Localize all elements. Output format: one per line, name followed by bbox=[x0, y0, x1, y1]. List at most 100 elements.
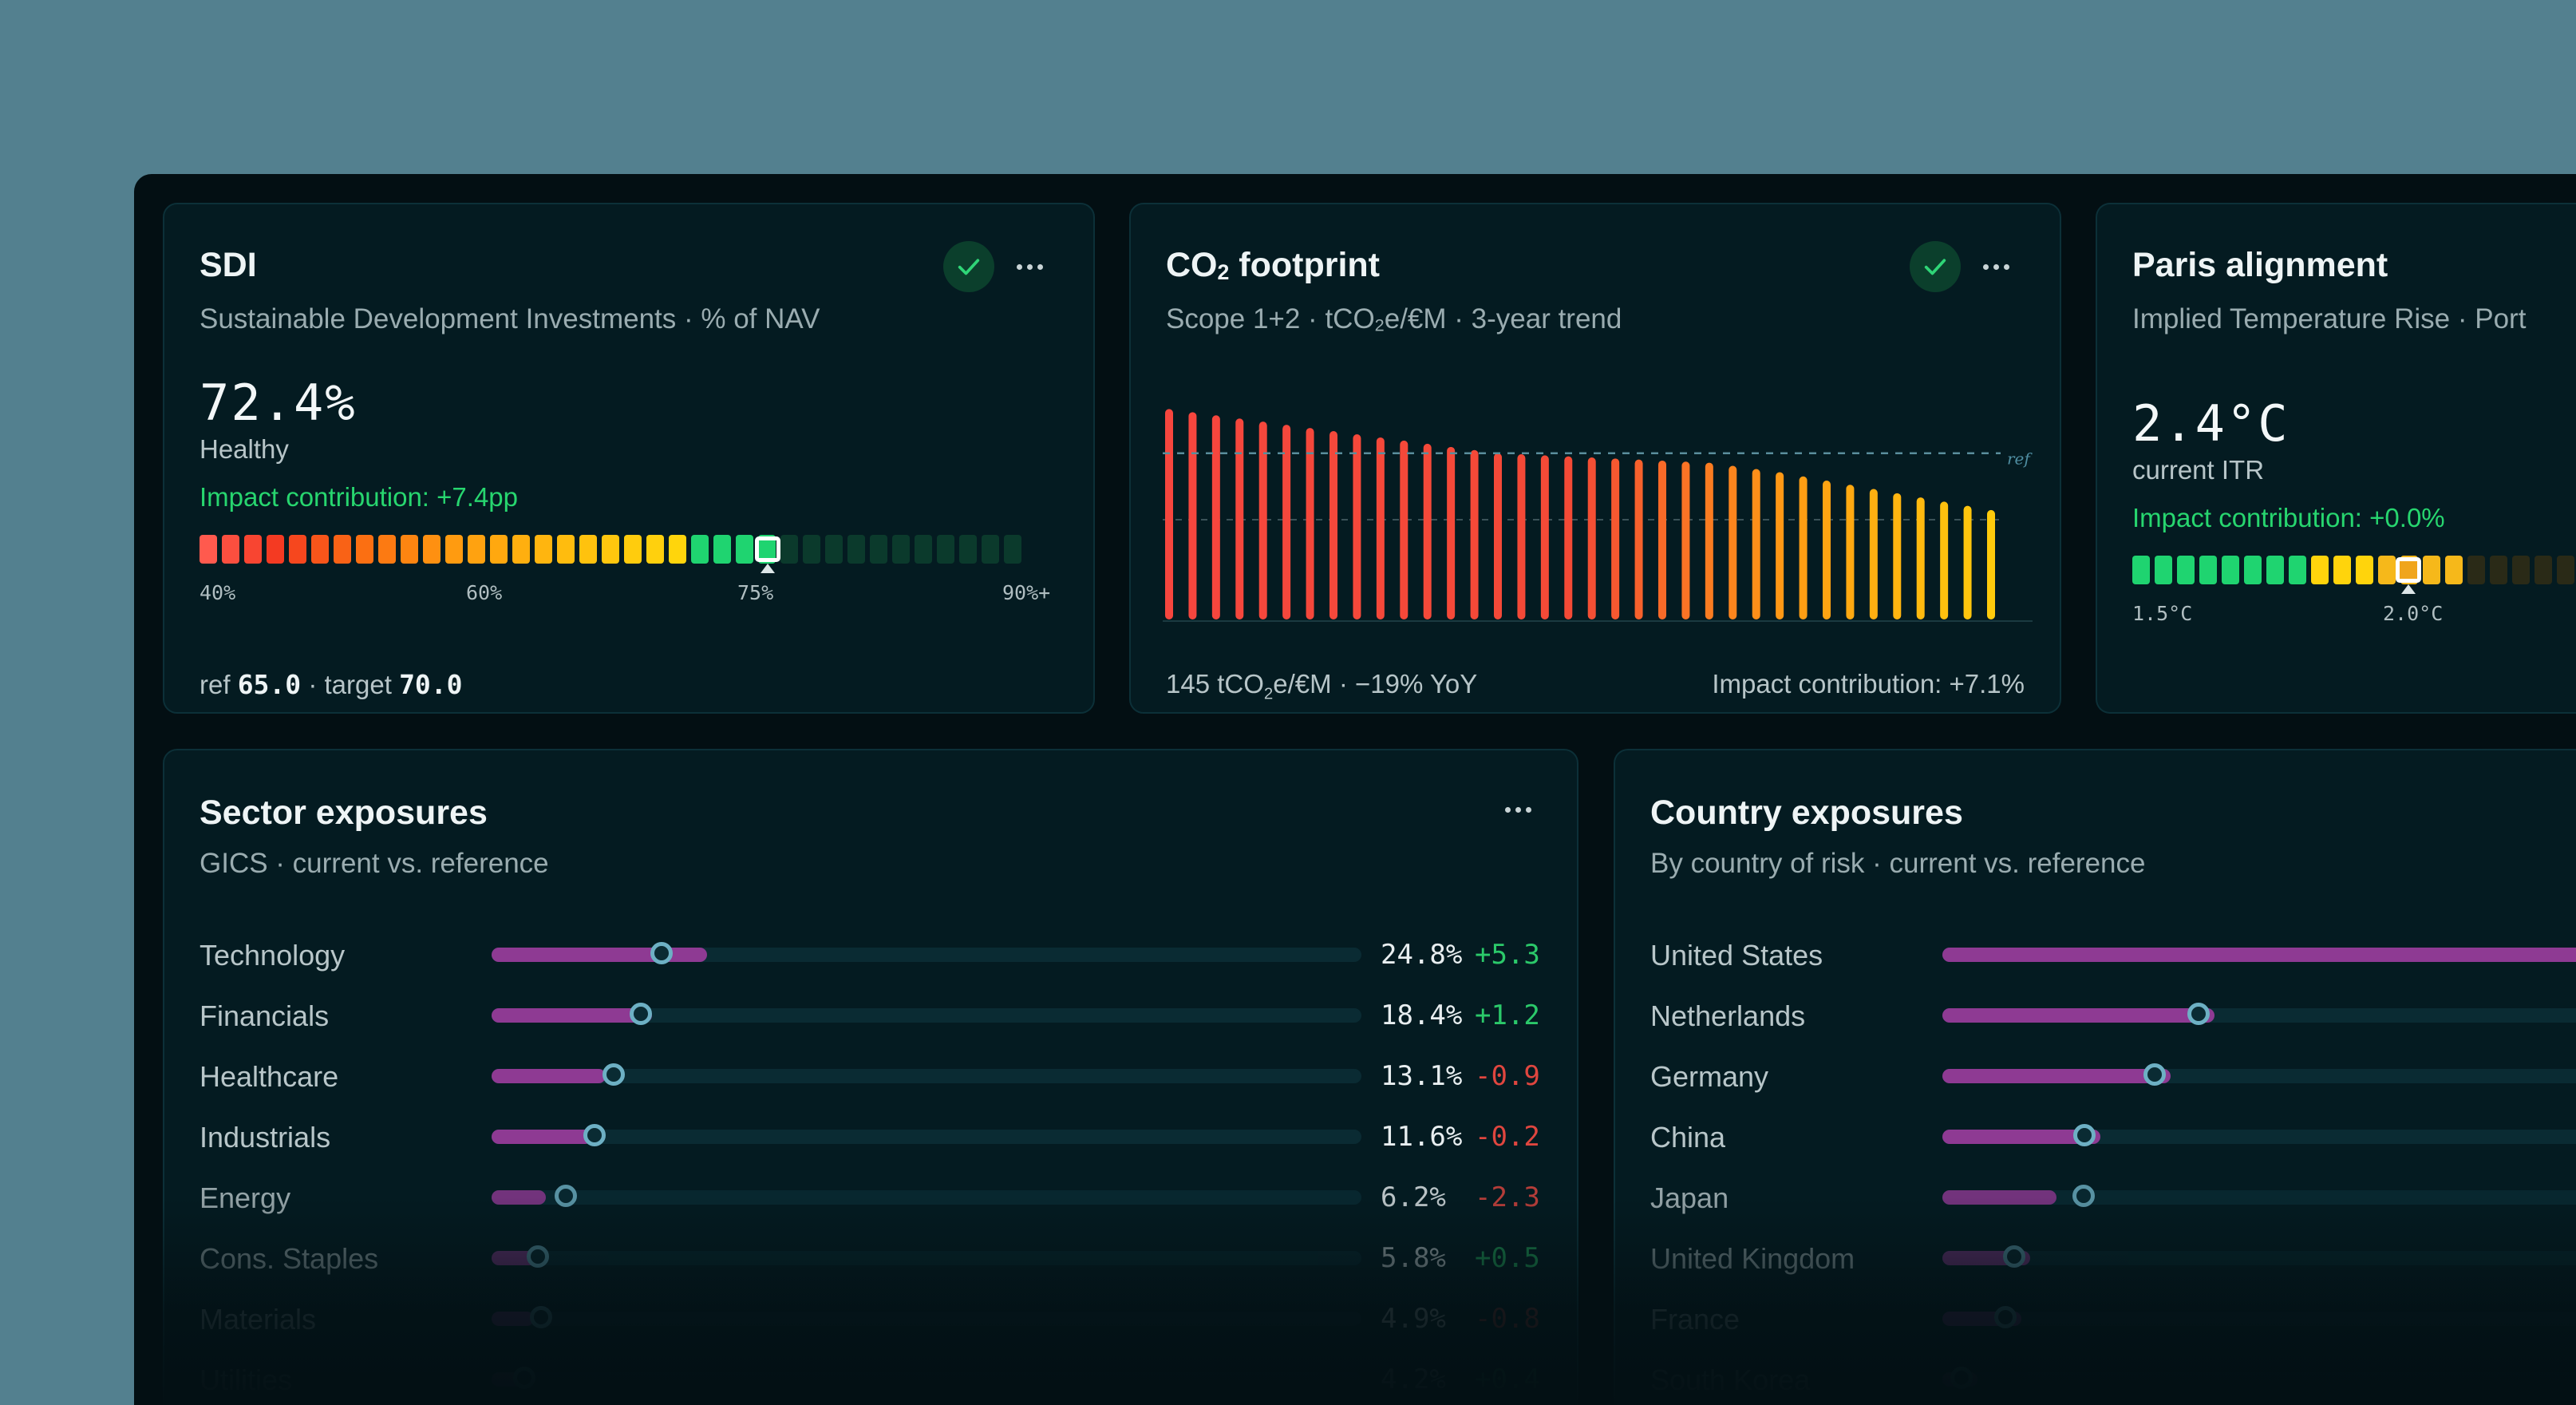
co2-bar bbox=[1517, 454, 1526, 619]
sdi-gauge-segment bbox=[959, 535, 977, 564]
sdi-gauge-segment bbox=[758, 535, 776, 564]
sector-row-cons-staples[interactable]: Cons. Staples 5.8% +0.5 bbox=[200, 1242, 1548, 1275]
country-row-united-states[interactable]: United States bbox=[1650, 939, 2576, 972]
country-row-south-korea[interactable]: South Korea bbox=[1650, 1363, 2576, 1396]
sector-value: 24.8% bbox=[1381, 939, 1463, 971]
more-options-icon[interactable] bbox=[1009, 246, 1050, 287]
co2-bar bbox=[1282, 425, 1291, 619]
sdi-gauge-segment bbox=[423, 535, 441, 564]
paris-gauge-segment bbox=[2467, 556, 2485, 584]
sdi-marker-pointer-icon bbox=[761, 564, 775, 573]
sector-title: Sector exposures bbox=[200, 794, 488, 832]
co2-bar bbox=[1188, 412, 1197, 619]
co2-bar bbox=[1776, 472, 1784, 619]
co2-card: CO2 footprint Scope 1+2 · tCO2e/€M · 3-y… bbox=[1129, 203, 2061, 714]
sdi-gauge-segment bbox=[579, 535, 597, 564]
sector-row-industrials[interactable]: Industrials 11.6% -0.2 bbox=[200, 1121, 1548, 1154]
paris-gauge-segment bbox=[2512, 556, 2530, 584]
sector-delta: +5.3 bbox=[1475, 939, 1540, 971]
country-label: Japan bbox=[1650, 1181, 1729, 1214]
country-row-germany[interactable]: Germany bbox=[1650, 1060, 2576, 1093]
sector-delta: +0.4 bbox=[1475, 1363, 1540, 1395]
sector-row-utilities[interactable]: Utilities 4.2% +0.4 bbox=[200, 1363, 1548, 1396]
check-icon[interactable] bbox=[943, 241, 994, 292]
sdi-gauge-segment bbox=[847, 535, 865, 564]
co2-bar bbox=[1658, 460, 1666, 619]
sdi-ref-target: ref 65.0 · target 70.0 bbox=[200, 669, 463, 700]
country-row-china[interactable]: China bbox=[1650, 1121, 2576, 1154]
co2-title: CO2 footprint bbox=[1166, 246, 1380, 284]
country-row-france[interactable]: France bbox=[1650, 1303, 2576, 1336]
paris-gauge-segment bbox=[2535, 556, 2552, 584]
sector-delta: -0.8 bbox=[1475, 1303, 1540, 1335]
co2-reference-label: ref bbox=[2007, 449, 2033, 469]
sector-value: 11.6% bbox=[1381, 1121, 1463, 1153]
sector-row-technology[interactable]: Technology 24.8% +5.3 bbox=[200, 939, 1548, 972]
paris-gauge-segment bbox=[2311, 556, 2329, 584]
sector-bar-fill bbox=[492, 1069, 606, 1083]
country-row-japan[interactable]: Japan bbox=[1650, 1181, 2576, 1214]
country-label: China bbox=[1650, 1121, 1726, 1154]
sector-reference-marker bbox=[526, 1245, 549, 1268]
country-bar-track bbox=[1942, 1245, 2576, 1268]
sector-bar-track bbox=[492, 1003, 1361, 1025]
co2-bar bbox=[1823, 481, 1831, 619]
sector-value: 13.1% bbox=[1381, 1060, 1463, 1092]
sector-bar-track bbox=[492, 1124, 1361, 1146]
sdi-status: Healthy bbox=[200, 434, 289, 464]
sector-delta: +1.2 bbox=[1475, 999, 1540, 1031]
check-icon[interactable] bbox=[1910, 241, 1961, 292]
co2-bar bbox=[1963, 505, 1972, 619]
sector-row-energy[interactable]: Energy 6.2% -2.3 bbox=[200, 1181, 1548, 1214]
sector-row-healthcare[interactable]: Healthcare 13.1% -0.9 bbox=[200, 1060, 1548, 1093]
sector-delta: +0.5 bbox=[1475, 1242, 1540, 1274]
country-label: Netherlands bbox=[1650, 999, 1806, 1032]
sdi-gauge-segment bbox=[557, 535, 575, 564]
country-label: France bbox=[1650, 1303, 1740, 1336]
paris-gauge-segment bbox=[2132, 556, 2150, 584]
sector-row-materials[interactable]: Materials 4.9% -0.8 bbox=[200, 1303, 1548, 1336]
more-options-icon[interactable] bbox=[1975, 246, 2017, 287]
paris-tick-1-5: 1.5°C bbox=[2132, 602, 2193, 625]
sector-row-financials[interactable]: Financials 18.4% +1.2 bbox=[200, 999, 1548, 1032]
paris-title: Paris alignment bbox=[2132, 246, 2388, 284]
country-bar-track bbox=[1942, 1063, 2576, 1086]
paris-gauge-segment bbox=[2177, 556, 2195, 584]
sdi-gauge-segment bbox=[780, 535, 798, 564]
sdi-target-value: 70.0 bbox=[399, 669, 463, 700]
country-row-netherlands[interactable]: Netherlands bbox=[1650, 999, 2576, 1032]
country-reference-marker bbox=[2003, 1245, 2025, 1268]
paris-gauge-segment bbox=[2199, 556, 2217, 584]
sdi-tick-75: 75% bbox=[737, 581, 774, 604]
sdi-gauge-segment bbox=[825, 535, 843, 564]
sdi-gauge-segment bbox=[1004, 535, 1021, 564]
co2-bar bbox=[1846, 485, 1855, 619]
sector-reference-marker bbox=[630, 1003, 653, 1025]
co2-bar bbox=[1258, 422, 1267, 619]
co2-bar bbox=[1916, 497, 1925, 619]
paris-gauge-segment bbox=[2557, 556, 2574, 584]
co2-bar bbox=[1869, 489, 1878, 619]
sector-bar-track bbox=[492, 1245, 1361, 1268]
paris-gauge-segment bbox=[2378, 556, 2396, 584]
sector-label: Energy bbox=[200, 1181, 291, 1214]
sector-bar-fill bbox=[492, 1008, 652, 1023]
paris-gauge-segment bbox=[2266, 556, 2284, 584]
country-label: United States bbox=[1650, 939, 1823, 972]
sdi-gauge-segment bbox=[892, 535, 910, 564]
sdi-gauge-bar bbox=[200, 535, 1021, 564]
sector-label: Healthcare bbox=[200, 1060, 339, 1093]
country-label: Germany bbox=[1650, 1060, 1769, 1093]
country-bar-track bbox=[1942, 1185, 2576, 1207]
more-options-icon[interactable] bbox=[1497, 789, 1539, 830]
paris-marker-pointer-icon bbox=[2401, 584, 2416, 594]
sector-label: Cons. Staples bbox=[200, 1242, 379, 1275]
country-row-united-kingdom[interactable]: United Kingdom bbox=[1650, 1242, 2576, 1275]
co2-bar bbox=[1165, 409, 1173, 619]
co2-bar bbox=[1940, 501, 1949, 619]
co2-trend-chart: ref bbox=[1163, 409, 2033, 622]
sdi-gauge-segment bbox=[401, 535, 418, 564]
sector-reference-marker bbox=[554, 1185, 577, 1207]
co2-bar bbox=[1235, 418, 1244, 619]
country-bar-track bbox=[1942, 1003, 2576, 1025]
